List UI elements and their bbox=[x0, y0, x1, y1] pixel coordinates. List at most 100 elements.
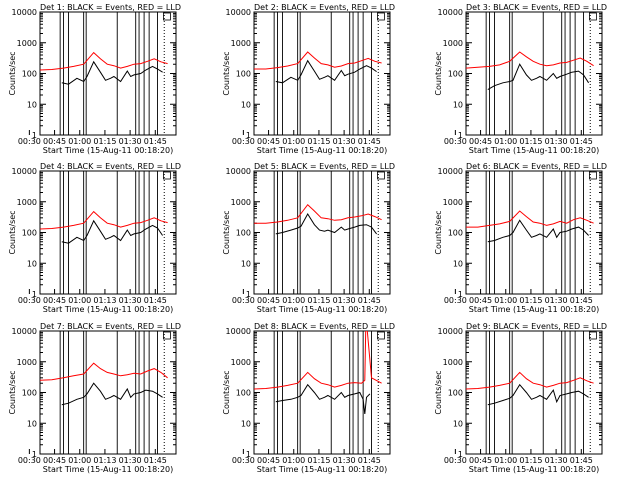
x-tick-label: 01:45 bbox=[570, 456, 593, 465]
events-series-line bbox=[275, 213, 378, 235]
x-tick-label: 01:13 bbox=[93, 296, 116, 305]
x-axis-label: Start Time (15-Aug-11 00:18:20) bbox=[43, 465, 174, 474]
y-tick-label: 10 bbox=[453, 259, 463, 268]
lld-series-line bbox=[466, 210, 594, 228]
x-tick-label: 01:00 bbox=[68, 456, 91, 465]
saa-box-marker bbox=[377, 331, 385, 340]
events-series-line bbox=[275, 383, 371, 415]
x-tick-label: 00:45 bbox=[43, 296, 66, 305]
x-tick-label: 01:30 bbox=[119, 296, 142, 305]
y-tick-label: 1 bbox=[246, 450, 251, 459]
panel-title: Det 6: BLACK = Events, RED = LLD bbox=[466, 162, 607, 171]
y-axis-label: Counts/sec bbox=[8, 51, 17, 95]
panel-title: Det 5: BLACK = Events, RED = LLD bbox=[254, 162, 395, 171]
detector-panel: Det 7: BLACK = Events, RED = LLD 1 10 100 10… bbox=[8, 322, 181, 474]
x-axis-label: Start Time (15-Aug-11 00:18:20) bbox=[469, 305, 600, 314]
x-tick-label: 00:30 bbox=[444, 137, 467, 146]
saa-box-marker bbox=[589, 331, 597, 340]
x-axis-label: Start Time (15-Aug-11 00:18:20) bbox=[469, 146, 600, 155]
saa-box-marker bbox=[589, 171, 597, 180]
x-tick-label: 01:15 bbox=[519, 137, 542, 146]
y-tick-label: 1000 bbox=[17, 358, 37, 367]
y-tick-label: 1 bbox=[458, 290, 463, 299]
x-tick-label: 01:45 bbox=[144, 456, 167, 465]
lld-series-line bbox=[254, 203, 382, 224]
x-tick-label: 00:30 bbox=[232, 456, 255, 465]
x-axis-label: Start Time (15-Aug-11 00:18:20) bbox=[257, 146, 388, 155]
detector-panel: Det 9: BLACK = Events, RED = LLD 1 10 100 10… bbox=[434, 322, 607, 474]
y-tick-label: 10000 bbox=[438, 167, 463, 176]
x-tick-label: 00:45 bbox=[469, 296, 492, 305]
y-tick-label: 100 bbox=[236, 229, 251, 238]
y-tick-label: 10 bbox=[453, 419, 463, 428]
x-tick-label: 01:00 bbox=[282, 296, 305, 305]
y-axis-label: Counts/sec bbox=[8, 210, 17, 254]
saa-box-marker bbox=[377, 12, 385, 21]
lld-series-line bbox=[40, 210, 168, 230]
x-tick-label: 01:30 bbox=[545, 137, 568, 146]
y-tick-label: 1 bbox=[458, 450, 463, 459]
x-tick-label: 01:13 bbox=[93, 456, 116, 465]
y-tick-label: 100 bbox=[22, 70, 37, 79]
y-tick-label: 100 bbox=[22, 389, 37, 398]
y-tick-label: 1 bbox=[32, 131, 37, 140]
y-tick-label: 10000 bbox=[438, 327, 463, 336]
x-tick-label: 00:30 bbox=[444, 296, 467, 305]
x-tick-label: 01:15 bbox=[307, 456, 330, 465]
x-tick-label: 00:30 bbox=[18, 296, 41, 305]
y-tick-label: 10 bbox=[27, 100, 37, 109]
y-tick-label: 10000 bbox=[12, 8, 37, 17]
events-series-line bbox=[487, 63, 590, 91]
detector-panel: Det 3: BLACK = Events, RED = LLD 1 10 100 10… bbox=[434, 3, 607, 155]
y-tick-label: 100 bbox=[448, 70, 463, 79]
x-tick-label: 01:00 bbox=[68, 296, 91, 305]
x-tick-label: 00:45 bbox=[469, 456, 492, 465]
events-series-line bbox=[487, 383, 589, 406]
x-tick-label: 01:15 bbox=[93, 137, 116, 146]
x-tick-label: 01:00 bbox=[494, 296, 517, 305]
x-tick-label: 00:45 bbox=[43, 456, 66, 465]
saa-box-marker bbox=[163, 12, 171, 21]
y-tick-label: 1 bbox=[458, 131, 463, 140]
panel-title: Det 2: BLACK = Events, RED = LLD bbox=[254, 3, 395, 12]
y-axis-label: Counts/sec bbox=[222, 51, 231, 95]
y-tick-label: 10 bbox=[241, 259, 251, 268]
panel-title: Det 7: BLACK = Events, RED = LLD bbox=[40, 322, 181, 331]
y-tick-label: 100 bbox=[22, 229, 37, 238]
y-tick-label: 10000 bbox=[226, 327, 251, 336]
events-series-line bbox=[275, 59, 377, 84]
x-axis-label: Start Time (15-Aug-11 00:18:20) bbox=[43, 305, 174, 314]
y-tick-label: 1000 bbox=[17, 198, 37, 207]
x-tick-label: 01:30 bbox=[333, 137, 356, 146]
y-tick-label: 100 bbox=[448, 229, 463, 238]
x-tick-label: 01:15 bbox=[519, 456, 542, 465]
x-tick-label: 01:45 bbox=[358, 137, 381, 146]
x-tick-label: 01:30 bbox=[119, 456, 142, 465]
saa-box-marker bbox=[163, 171, 171, 180]
panel-title: Det 8: BLACK = Events, RED = LLD bbox=[254, 322, 395, 331]
y-axis-label: Counts/sec bbox=[8, 370, 17, 414]
panel-title: Det 3: BLACK = Events, RED = LLD bbox=[466, 3, 607, 12]
lld-series-line bbox=[254, 331, 382, 390]
saa-box-marker bbox=[163, 331, 171, 340]
y-tick-label: 10000 bbox=[226, 167, 251, 176]
events-series-line bbox=[61, 60, 163, 85]
x-axis-label: Start Time (15-Aug-11 00:18:20) bbox=[257, 305, 388, 314]
x-tick-label: 01:15 bbox=[519, 296, 542, 305]
panel-title: Det 4: BLACK = Events, RED = LLD bbox=[40, 162, 181, 171]
y-axis-label: Counts/sec bbox=[434, 370, 443, 414]
x-tick-label: 00:45 bbox=[257, 137, 280, 146]
y-tick-label: 1 bbox=[246, 131, 251, 140]
events-series-line bbox=[61, 382, 163, 406]
saa-box-marker bbox=[589, 12, 597, 21]
y-tick-label: 1 bbox=[32, 290, 37, 299]
x-tick-label: 01:45 bbox=[358, 296, 381, 305]
x-tick-label: 01:30 bbox=[545, 296, 568, 305]
x-tick-label: 01:15 bbox=[307, 296, 330, 305]
y-tick-label: 10000 bbox=[438, 8, 463, 17]
x-tick-label: 01:00 bbox=[282, 137, 305, 146]
x-tick-label: 00:45 bbox=[43, 137, 66, 146]
y-axis-label: Counts/sec bbox=[434, 210, 443, 254]
lld-series-line bbox=[40, 51, 168, 71]
